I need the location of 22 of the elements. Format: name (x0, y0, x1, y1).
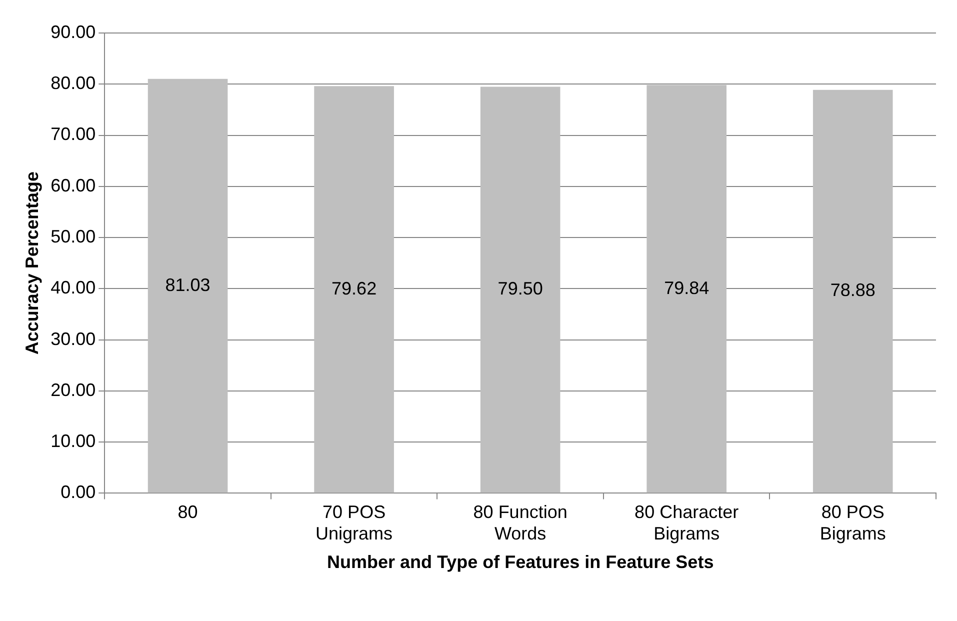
data-label: 78.88 (830, 280, 876, 300)
data-label: 79.84 (664, 278, 710, 298)
x-tick-label: 80 Character Bigrams (634, 502, 739, 544)
y-tick-label: 40.00 (50, 278, 96, 298)
x-tick-label: 70 POS Unigrams (316, 502, 393, 544)
y-tick-label: 60.00 (50, 175, 96, 196)
data-label: 79.62 (332, 278, 377, 298)
x-tick-label: 80 POS Bigrams (820, 502, 886, 544)
data-label: 79.50 (498, 278, 543, 299)
y-tick-label: 90.00 (50, 22, 96, 42)
y-tick-label: 20.00 (50, 380, 96, 400)
y-tick-label: 50.00 (50, 226, 96, 246)
x-tick-label: 80 (178, 502, 198, 522)
y-axis-title: Accuracy Percentage (22, 172, 42, 355)
y-tick-label: 30.00 (50, 328, 96, 349)
y-tick-label: 0.00 (60, 482, 96, 502)
x-tick-label: 80 Function Words (473, 502, 568, 544)
data-label: 81.03 (165, 274, 210, 295)
x-axis-title: Number and Type of Features in Feature Sets (326, 552, 714, 572)
y-tick-label: 70.00 (50, 124, 96, 144)
y-tick-label: 10.00 (50, 431, 96, 452)
y-tick-label: 80.00 (50, 73, 96, 94)
